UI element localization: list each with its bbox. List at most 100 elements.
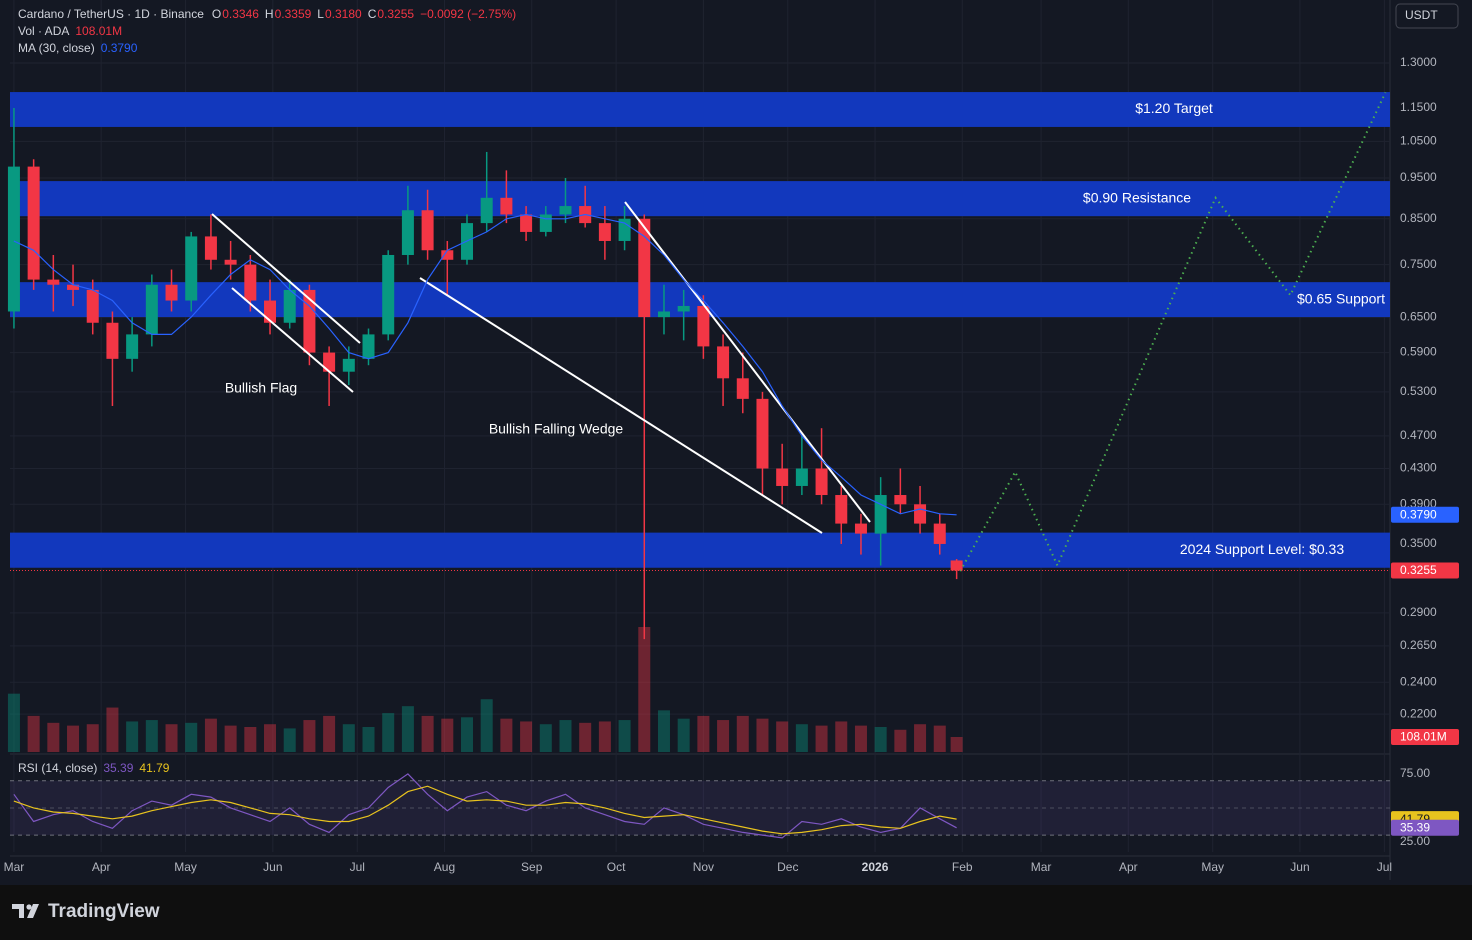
- candle-body: [421, 210, 434, 251]
- volume-bar: [27, 715, 40, 752]
- y-tick-label: 0.9500: [1400, 170, 1437, 184]
- legend-value: 0.3346: [222, 7, 259, 21]
- volume-bar: [323, 715, 336, 752]
- ma-line: [13, 213, 957, 516]
- zone: [10, 181, 1390, 217]
- footer-bar: [0, 885, 1472, 940]
- candle-body: [86, 289, 99, 323]
- candle-body: [47, 279, 60, 285]
- y-tick-label: 0.2650: [1400, 638, 1437, 652]
- volume-bar: [165, 724, 178, 752]
- zone-label: $0.90 Resistance: [1083, 189, 1191, 205]
- zone-label: $0.65 Support: [1297, 290, 1385, 306]
- y-tick-label: 1.1500: [1400, 100, 1437, 114]
- candle-body: [500, 197, 513, 215]
- x-tick-label: Sep: [521, 860, 543, 874]
- volume-bar: [500, 718, 513, 752]
- volume-bar: [579, 722, 592, 752]
- volume-bar: [815, 725, 828, 752]
- x-tick-label: Oct: [607, 860, 626, 874]
- legend-change: −0.0092 (−2.75%): [420, 7, 516, 21]
- logo-mark: [12, 904, 24, 918]
- candle-body: [874, 495, 887, 534]
- zone-label: $1.20 Target: [1135, 100, 1213, 116]
- candles: [7, 107, 963, 640]
- volume-bar: [441, 718, 454, 752]
- price-badge: [1391, 506, 1459, 523]
- legend-value: 0.3180: [325, 7, 362, 21]
- flag-line: [231, 287, 354, 393]
- volume-bar: [894, 729, 907, 752]
- legend-key: L: [317, 7, 324, 21]
- logo-mark: [27, 904, 39, 918]
- y-tick-label: 0.2400: [1400, 674, 1437, 688]
- rsi-tick-label: 75.00: [1400, 766, 1430, 780]
- legend-key: H: [265, 7, 274, 21]
- y-tick-label: 0.3500: [1400, 536, 1437, 550]
- candle-body: [854, 523, 867, 534]
- candle-body: [401, 210, 414, 255]
- legend-title: MA (30, close): [18, 41, 95, 55]
- volume-bar: [362, 727, 375, 752]
- candle-body: [756, 398, 769, 469]
- x-tick-label: Feb: [952, 860, 973, 874]
- candle-body: [795, 468, 808, 486]
- legend-value: 0.3790: [101, 41, 138, 55]
- volume-bar: [106, 707, 119, 752]
- candle-body: [126, 334, 139, 359]
- price-badge-label: 0.3255: [1400, 563, 1437, 577]
- volume-bar: [736, 715, 749, 752]
- candle-body: [362, 334, 375, 359]
- candle-body: [638, 218, 651, 318]
- candle-body: [520, 214, 533, 232]
- x-tick-label: Dec: [777, 860, 798, 874]
- rsi-line: [13, 773, 957, 839]
- candle-body: [950, 560, 963, 571]
- x-tick-label: Jul: [350, 860, 365, 874]
- volume-bar: [126, 721, 139, 752]
- candle-body: [106, 322, 119, 359]
- volume-bar: [914, 724, 927, 752]
- rsi-tick-label: 25.00: [1400, 834, 1430, 848]
- volume-bar: [382, 713, 395, 752]
- legend-value: 0.3359: [275, 7, 312, 21]
- volume-bar: [264, 724, 277, 752]
- logo-mark: [26, 904, 32, 910]
- price-badge: [1391, 819, 1459, 836]
- candle-body: [894, 495, 907, 505]
- candle-body: [165, 284, 178, 301]
- price-badge-label: 0.3790: [1400, 507, 1437, 521]
- candle-body: [244, 264, 257, 301]
- currency[interactable]: USDT: [1405, 8, 1438, 22]
- volume-bar: [657, 710, 670, 752]
- volume-bar: [283, 728, 296, 752]
- x-tick-label: May: [1201, 860, 1224, 874]
- zone: [10, 532, 1390, 568]
- volume-bar: [145, 720, 158, 752]
- wedge-line: [624, 201, 871, 523]
- x-tick-label: Apr: [92, 860, 111, 874]
- candle-body: [480, 197, 493, 224]
- volume-bar: [204, 718, 217, 752]
- candle-body: [776, 468, 789, 486]
- x-tick-label: Mar: [1031, 860, 1052, 874]
- overlay: [10, 91, 1390, 839]
- candle-body: [914, 504, 927, 524]
- candle-body: [204, 236, 217, 260]
- legend-value: 35.39: [103, 761, 133, 775]
- candle-body: [815, 468, 828, 496]
- volume-bar: [520, 721, 533, 752]
- logo: [12, 904, 39, 918]
- volume-bar: [421, 715, 434, 752]
- candle-body: [145, 284, 158, 335]
- y-tick-label: 0.2900: [1400, 605, 1437, 619]
- volume-bar: [835, 721, 848, 752]
- candle-body: [7, 166, 20, 312]
- candle-body: [323, 352, 336, 372]
- candle-body: [697, 305, 710, 347]
- volume-bar: [86, 724, 99, 752]
- currency-box[interactable]: [1395, 3, 1459, 29]
- volume-bar: [244, 727, 257, 752]
- volume-bar: [618, 720, 631, 752]
